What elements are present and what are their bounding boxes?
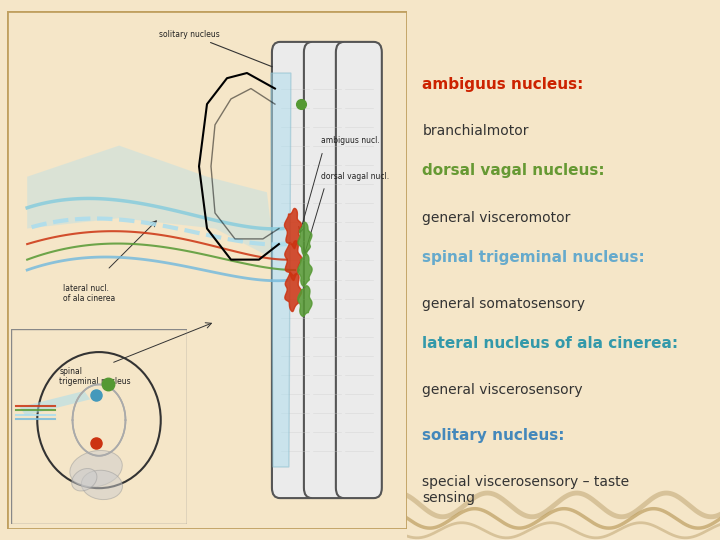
FancyBboxPatch shape	[304, 42, 350, 498]
Text: lateral nucl.
of ala cinerea: lateral nucl. of ala cinerea	[63, 284, 115, 303]
Ellipse shape	[72, 469, 97, 491]
Text: dorsal vagal nucl.: dorsal vagal nucl.	[321, 172, 389, 181]
Polygon shape	[271, 73, 291, 467]
Text: lateral nucleus of ala cinerea:: lateral nucleus of ala cinerea:	[423, 336, 678, 351]
Text: general viscerosensory: general viscerosensory	[423, 383, 583, 397]
Ellipse shape	[81, 470, 122, 500]
FancyBboxPatch shape	[336, 42, 382, 498]
Text: special viscerosensory – taste
sensing: special viscerosensory – taste sensing	[423, 475, 629, 505]
Text: solitary nucleus:: solitary nucleus:	[423, 428, 565, 443]
Text: general visceromotor: general visceromotor	[423, 211, 571, 225]
Polygon shape	[298, 286, 312, 316]
Polygon shape	[297, 254, 312, 286]
Text: general somatosensory: general somatosensory	[423, 297, 585, 311]
Polygon shape	[298, 222, 312, 255]
Polygon shape	[284, 208, 302, 248]
Text: ambiguus nucl.: ambiguus nucl.	[321, 136, 379, 145]
Polygon shape	[285, 272, 302, 312]
Polygon shape	[27, 146, 275, 260]
Polygon shape	[285, 241, 302, 280]
Polygon shape	[19, 391, 90, 416]
Text: solitary nucleus: solitary nucleus	[159, 30, 272, 67]
Text: dorsal vagal nucleus:: dorsal vagal nucleus:	[423, 163, 605, 178]
FancyBboxPatch shape	[272, 42, 318, 498]
Text: ambiguus nucleus:: ambiguus nucleus:	[423, 77, 584, 92]
Text: spinal
trigeminal nucleus: spinal trigeminal nucleus	[59, 367, 131, 386]
Text: branchialmotor: branchialmotor	[423, 124, 529, 138]
Ellipse shape	[70, 450, 122, 487]
Text: spinal trigeminal nucleus:: spinal trigeminal nucleus:	[423, 249, 645, 265]
